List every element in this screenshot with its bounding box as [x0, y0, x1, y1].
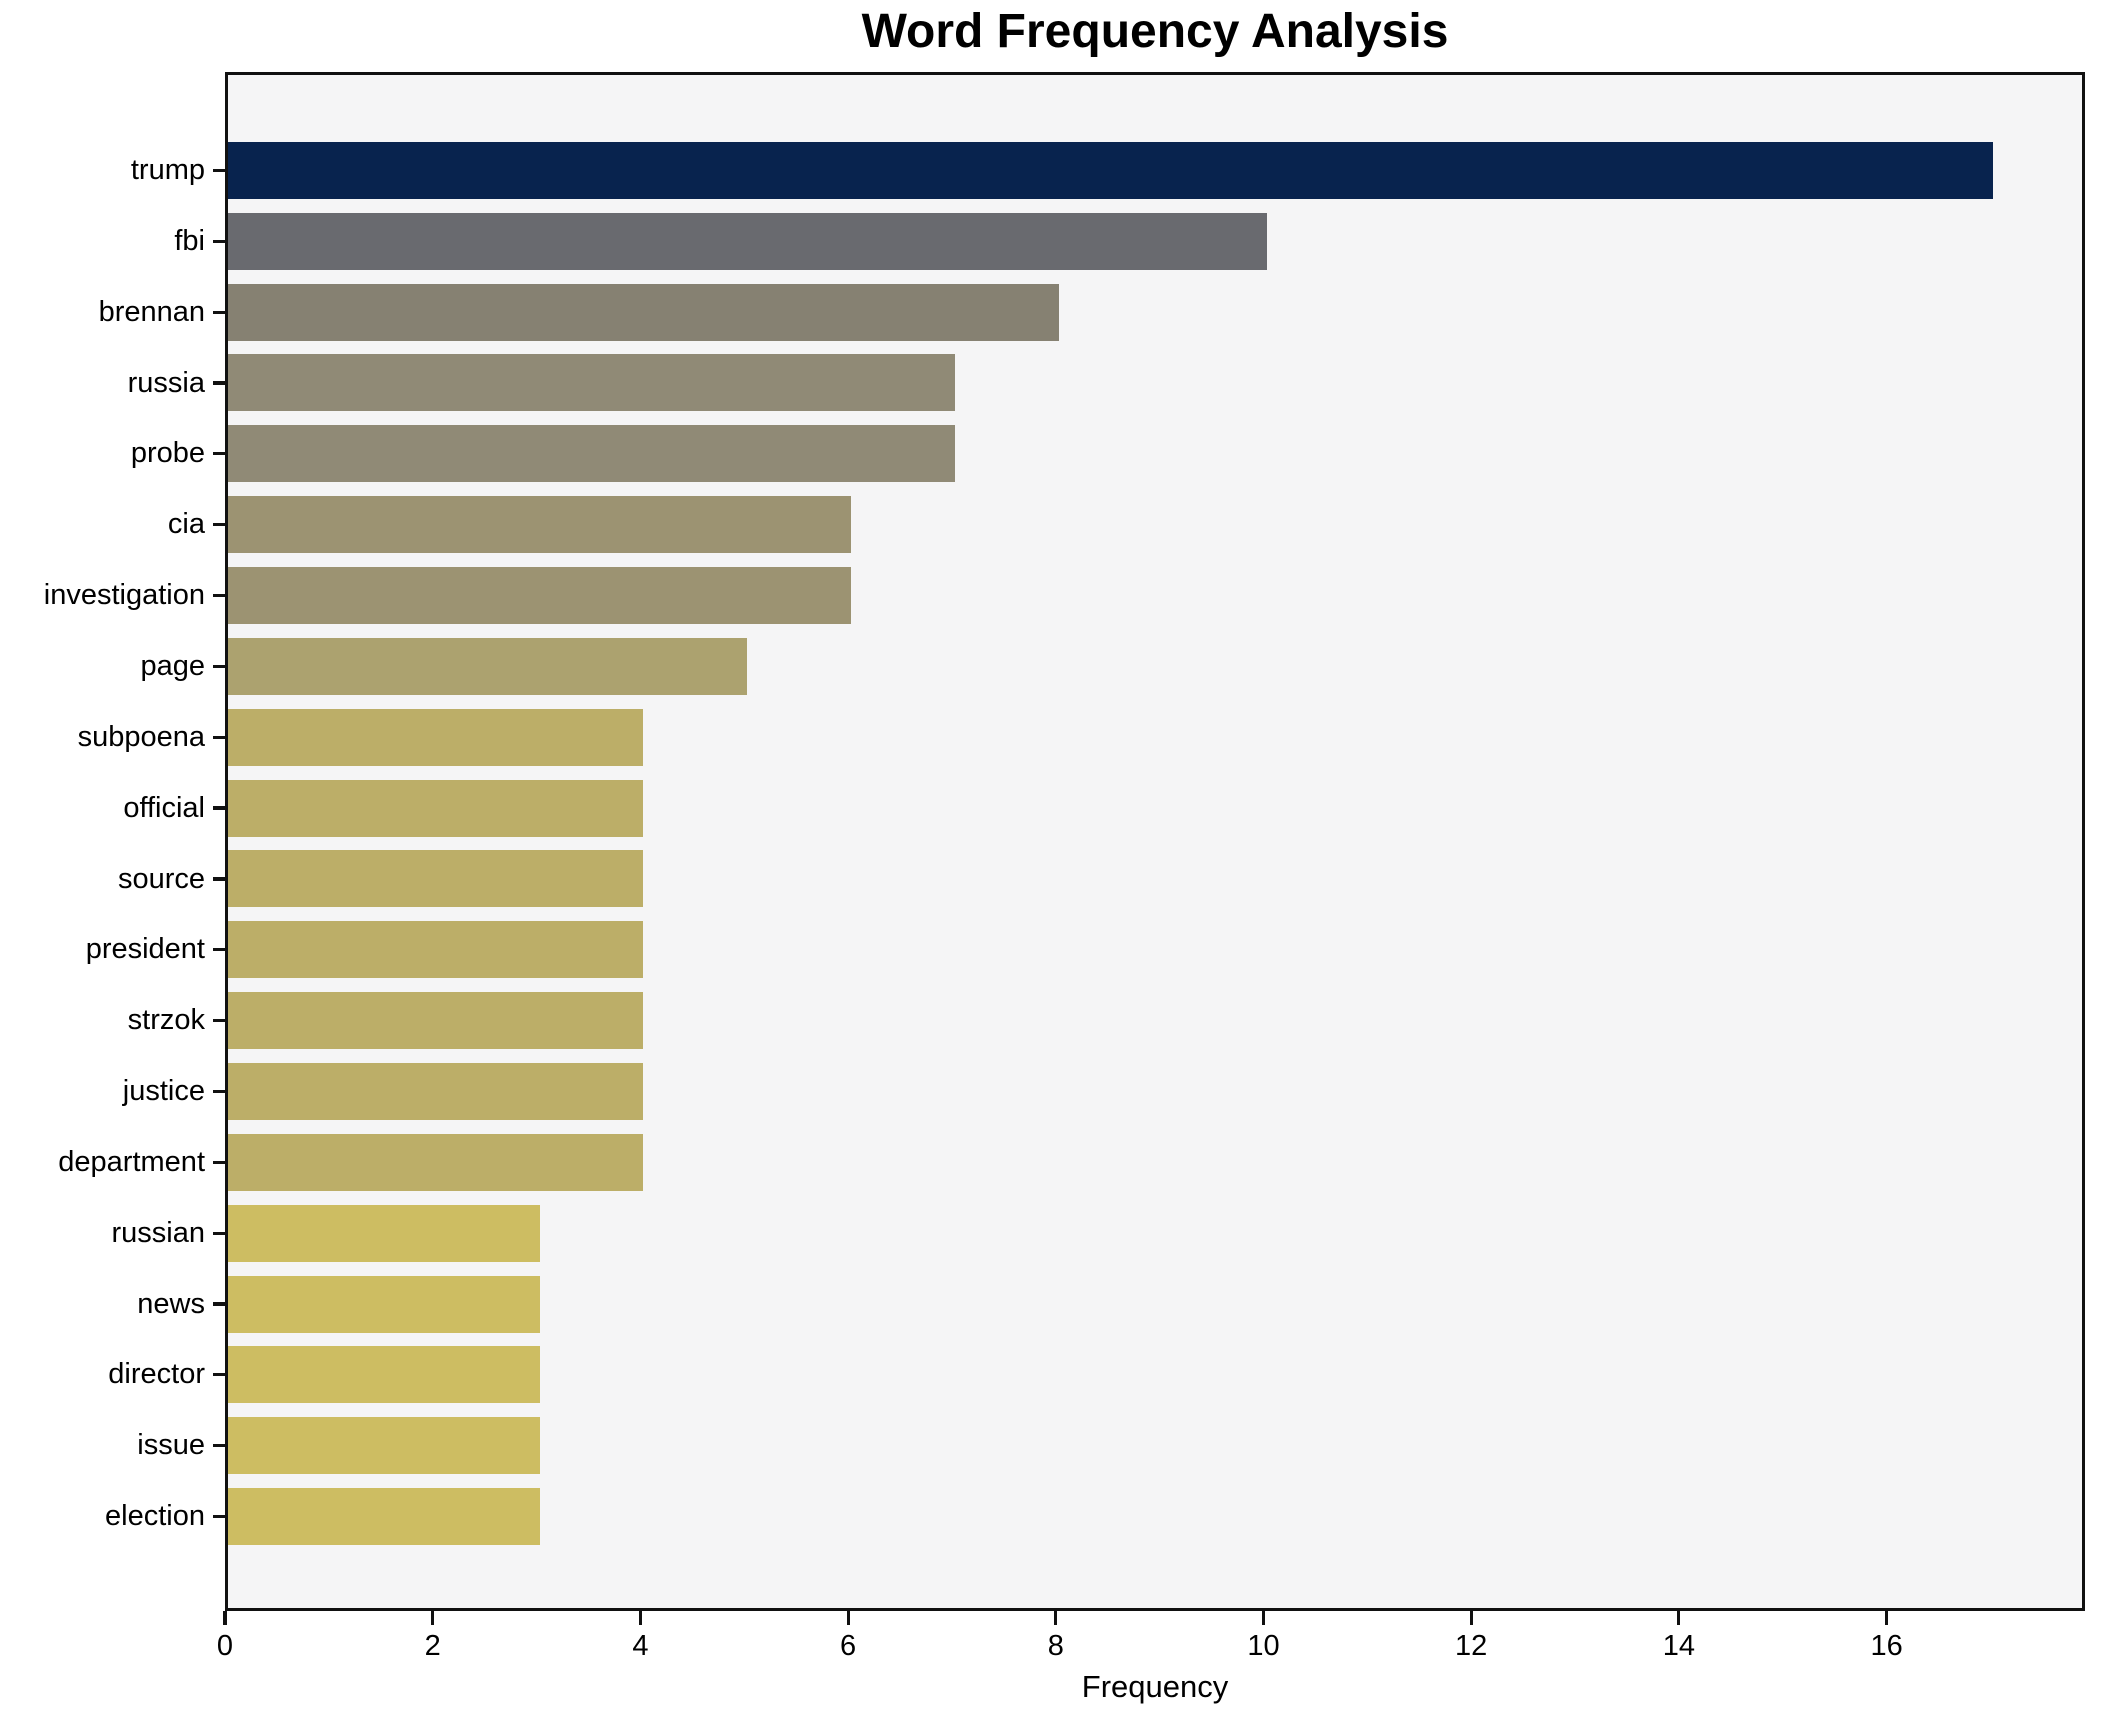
x-tick-mark [1885, 1611, 1889, 1625]
x-tick-mark [638, 1611, 642, 1625]
bar-trump [228, 141, 1994, 199]
y-tick-label-justice: justice [122, 1075, 205, 1108]
y-tick-label-official: official [123, 791, 205, 824]
bar-subpoena [228, 708, 644, 766]
bar-strzok [228, 992, 644, 1050]
bar-news [228, 1275, 540, 1333]
y-tick-mark [213, 1514, 226, 1519]
x-tick-label-6: 6 [840, 1630, 857, 1662]
y-tick-label-president: president [85, 933, 205, 966]
x-tick-mark [1261, 1611, 1266, 1625]
x-tick-label-4: 4 [632, 1630, 649, 1662]
y-tick-label-brennan: brennan [98, 295, 205, 328]
y-tick-mark [213, 381, 226, 385]
y-tick-label-department: department [58, 1145, 205, 1178]
bar-justice [228, 1062, 644, 1120]
bar-fbi [228, 212, 1267, 270]
bar-cia [228, 496, 852, 554]
y-tick-label-trump: trump [130, 154, 205, 186]
y-tick-mark [213, 1373, 226, 1377]
y-tick-mark [213, 1231, 226, 1235]
y-tick-mark [213, 523, 226, 527]
x-tick-label-0: 0 [216, 1630, 234, 1662]
bar-brennan [228, 283, 1059, 341]
y-tick-mark [213, 1444, 226, 1448]
y-tick-label-director: director [108, 1358, 205, 1391]
x-tick-label-12: 12 [1455, 1630, 1488, 1662]
x-tick-mark [431, 1611, 435, 1625]
y-tick-mark [213, 806, 226, 810]
bar-director [228, 1346, 540, 1404]
bar-department [228, 1133, 644, 1191]
y-axis-labels: trump fbi brennan russia probe cia investigati… [0, 75, 205, 1608]
y-tick-label-russia: russia [127, 366, 205, 399]
x-tick-label-10: 10 [1247, 1630, 1280, 1662]
y-tick-mark [213, 1302, 226, 1306]
y-tick-label-issue: issue [137, 1429, 205, 1462]
bar-page [228, 637, 748, 695]
y-tick-mark [213, 735, 226, 739]
y-tick-label-page: page [140, 649, 205, 682]
y-tick-label-cia: cia [167, 508, 205, 541]
y-tick-mark [213, 452, 226, 456]
bar-russian [228, 1204, 540, 1262]
x-tick-mark [1054, 1611, 1058, 1625]
y-tick-mark [213, 593, 226, 598]
y-tick-label-subpoena: subpoena [77, 720, 205, 753]
bar-probe [228, 425, 955, 483]
x-axis-label: Frequency [1081, 1669, 1229, 1704]
bar-official [228, 779, 644, 837]
bars-layer [228, 75, 2082, 1608]
y-tick-mark [213, 310, 226, 314]
y-tick-label-probe: probe [130, 437, 205, 470]
y-tick-mark [213, 948, 226, 952]
bar-investigation [228, 567, 852, 625]
bar-issue [228, 1417, 540, 1475]
chart-title: Word Frequency Analysis [861, 5, 1449, 58]
bar-election [228, 1488, 540, 1546]
x-tick-mark [1677, 1611, 1681, 1625]
y-tick-label-fbi: fbi [174, 224, 205, 257]
x-tick-mark [846, 1611, 850, 1625]
y-tick-label-strzok: strzok [127, 1004, 205, 1037]
y-tick-mark [213, 1160, 226, 1164]
x-tick-label-14: 14 [1662, 1630, 1696, 1662]
bar-source [228, 850, 644, 908]
y-tick-mark [213, 664, 226, 668]
y-tick-label-source: source [117, 862, 205, 895]
y-tick-label-news: news [137, 1287, 205, 1320]
y-tick-mark [213, 168, 226, 172]
x-tick-mark [223, 1611, 227, 1625]
y-tick-label-election: election [105, 1500, 205, 1533]
y-tick-label-investigation: investigation [43, 579, 205, 612]
x-tick-label-2: 2 [424, 1630, 441, 1662]
bar-president [228, 921, 644, 979]
y-tick-label-russian: russian [111, 1216, 206, 1249]
bar-russia [228, 354, 955, 412]
x-tick-mark [1469, 1611, 1473, 1625]
y-tick-mark [213, 1019, 226, 1023]
x-tick-label-8: 8 [1047, 1630, 1064, 1662]
y-tick-mark [213, 239, 226, 243]
y-tick-mark [213, 1089, 226, 1094]
x-tick-label-16: 16 [1870, 1630, 1903, 1662]
y-tick-mark [213, 877, 226, 881]
